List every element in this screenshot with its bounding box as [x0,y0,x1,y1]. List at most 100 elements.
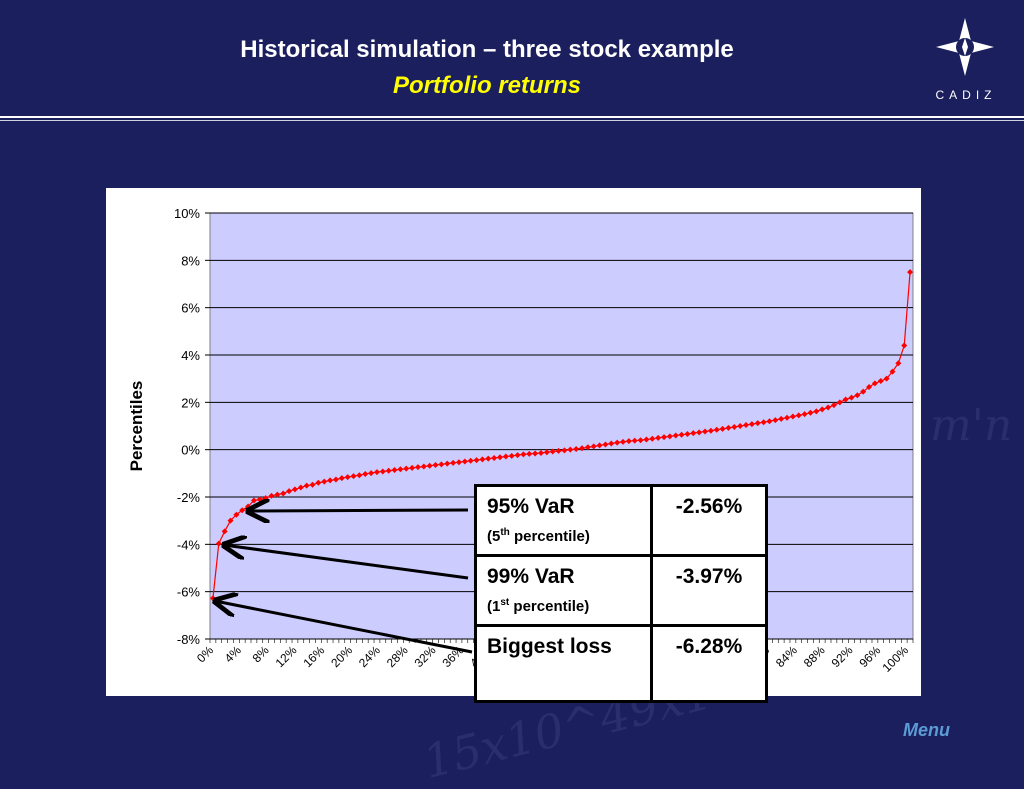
data-point [508,452,515,459]
data-point [854,392,861,399]
data-point [467,457,474,464]
data-point [315,479,322,486]
data-point [625,438,632,445]
data-point [848,394,855,401]
data-point [526,450,533,457]
data-point [385,467,392,474]
data-point [514,452,521,459]
data-point [825,404,832,411]
slide-title: Historical simulation – three stock exam… [240,36,734,63]
data-point [362,471,369,478]
data-point [461,458,468,465]
header-divider [0,116,1024,118]
data-point [491,454,498,461]
arrow-biggest-loss [215,601,473,654]
data-point [672,432,679,439]
data-point [620,438,627,445]
data-point [702,428,709,435]
data-point [690,430,697,437]
data-point [649,435,656,442]
data-point [836,399,843,406]
data-point [684,431,691,438]
data-point [327,477,334,484]
y-tick-label: 2% [181,395,200,410]
y-tick-label: -4% [177,537,201,552]
data-point [373,469,380,476]
data-point [602,441,609,448]
y-tick-label: 0% [181,443,200,458]
data-point [274,491,281,498]
data-point [830,402,837,409]
data-point [877,378,884,385]
data-point [280,490,287,497]
var99-value: -3.97% [653,557,765,627]
data-point [549,448,556,455]
watermark-math-1: m'n [930,400,1013,451]
data-point [409,464,416,471]
y-tick-label: 6% [181,301,200,316]
data-point [737,423,744,429]
data-point [444,460,451,467]
data-point [725,424,732,431]
data-point [614,439,621,446]
data-point [608,440,615,447]
data-point [479,456,486,463]
annotation-arrows [0,0,473,654]
data-point [379,468,386,475]
data-point [338,475,345,482]
data-point [860,388,867,395]
arrow-95-var [248,510,469,511]
data-point [866,383,873,390]
data-point [520,451,527,458]
data-point [719,425,726,432]
data-point [567,446,574,453]
var99-percentile-note: (1st percentile) [487,597,590,615]
biggest-loss-value: -6.28% [675,635,743,658]
arrow-99-var [224,545,469,580]
y-tick-label: 4% [181,348,200,363]
data-point [819,406,826,413]
data-point [760,419,767,426]
logo-text: CADIZ [935,88,997,102]
data-point [590,443,597,450]
data-point [696,429,703,436]
slide-header: Historical simulation – three stock exam… [0,0,1024,116]
data-point [579,445,586,452]
data-point [883,375,890,382]
menu-link[interactable]: Menu [903,720,950,740]
data-point [350,473,357,480]
data-point [661,434,668,441]
data-point [772,417,779,424]
data-point [713,426,720,433]
data-point [239,507,246,514]
data-point [842,396,849,403]
biggest-loss-label: Biggest loss [477,627,653,700]
data-point [432,462,439,469]
data-point [678,431,685,438]
data-point [420,463,427,470]
data-point [754,420,761,427]
data-point [555,447,562,454]
data-point [789,413,796,420]
data-point [537,449,544,456]
y-tick-label: 10% [174,206,200,221]
data-point [297,484,304,491]
data-point [438,461,445,468]
data-point [532,450,539,457]
data-point [403,465,410,472]
data-point [795,412,802,419]
data-point [813,408,820,415]
var95-label-cell: 95% VaR (5th percentile) [477,487,653,557]
data-point [707,427,714,434]
data-point [455,459,462,466]
data-point [907,269,914,276]
data-point [871,380,878,387]
data-point [748,421,755,428]
data-point [666,433,673,440]
y-tick-label: -6% [177,585,201,600]
data-point [561,447,568,454]
var95-value: -2.56% [653,487,765,557]
data-point [889,368,896,375]
data-point [573,445,580,452]
